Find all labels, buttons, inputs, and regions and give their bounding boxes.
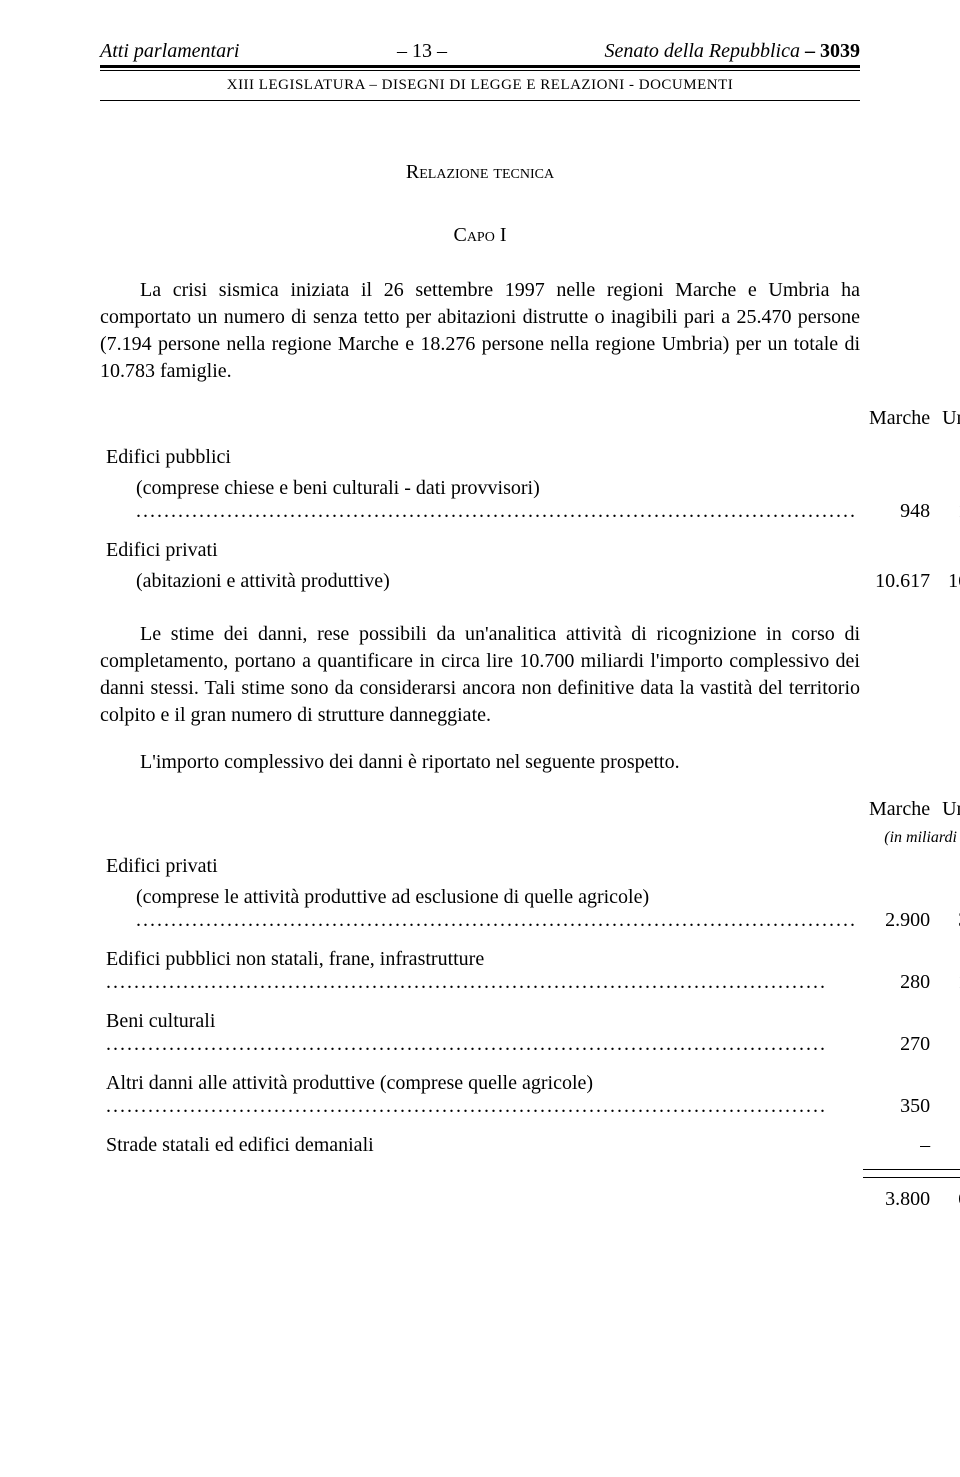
rule-thick (100, 65, 860, 68)
table-row: Beni culturali 270 800 1070 (100, 1006, 960, 1060)
table-header-row: Marche Umbria Totale (100, 403, 960, 434)
col-marche: Marche (863, 794, 936, 825)
unit-note-row: (in miliardi lire) (100, 825, 960, 851)
table-row: Edifici privati (100, 851, 960, 882)
page-header: Atti parlamentari – 13 – Senato della Re… (100, 40, 860, 65)
paragraph-1: La crisi sismica iniziata il 26 settembr… (100, 277, 860, 385)
capo-heading: Capo I (100, 224, 860, 247)
col-umbria: Umbria (936, 403, 960, 434)
totals-row: 3.800 6.600 10.655 (100, 1178, 960, 1216)
table-row: Edifici pubblici (100, 442, 960, 473)
totals-rule (100, 1170, 960, 1178)
table-row: (comprese chiese e beni culturali - dati… (100, 473, 960, 527)
table-danni: Marche Umbria Totale (in miliardi lire) … (100, 794, 960, 1215)
table-row: Altri danni alle attività produttive (co… (100, 1068, 960, 1122)
table-row: Strade statali ed edifici demaniali – – … (100, 1130, 960, 1161)
table-row: (comprese le attività produttive ad escl… (100, 882, 960, 936)
header-left: Atti parlamentari (100, 40, 239, 63)
paragraph-3: L'importo complessivo dei danni è riport… (100, 749, 860, 776)
table-row: (abitazioni e attività produttive) 10.61… (100, 566, 960, 597)
table-header-row: Marche Umbria Totale (100, 794, 960, 825)
relazione-title: Relazione tecnica (100, 161, 860, 184)
table-edifici: Marche Umbria Totale Edifici pubblici (c… (100, 403, 960, 597)
paragraph-2: Le stime dei danni, rese possibili da un… (100, 621, 860, 729)
table-row: Edifici pubblici non statali, frane, inf… (100, 944, 960, 998)
col-marche: Marche (863, 403, 936, 434)
header-right: Senato della Repubblica – 3039 (604, 40, 860, 63)
table-row: Edifici privati (100, 535, 960, 566)
subheader: XIII LEGISLATURA – DISEGNI DI LEGGE E RE… (100, 71, 860, 101)
col-umbria: Umbria (936, 794, 960, 825)
header-page-number: – 13 – (397, 40, 447, 63)
